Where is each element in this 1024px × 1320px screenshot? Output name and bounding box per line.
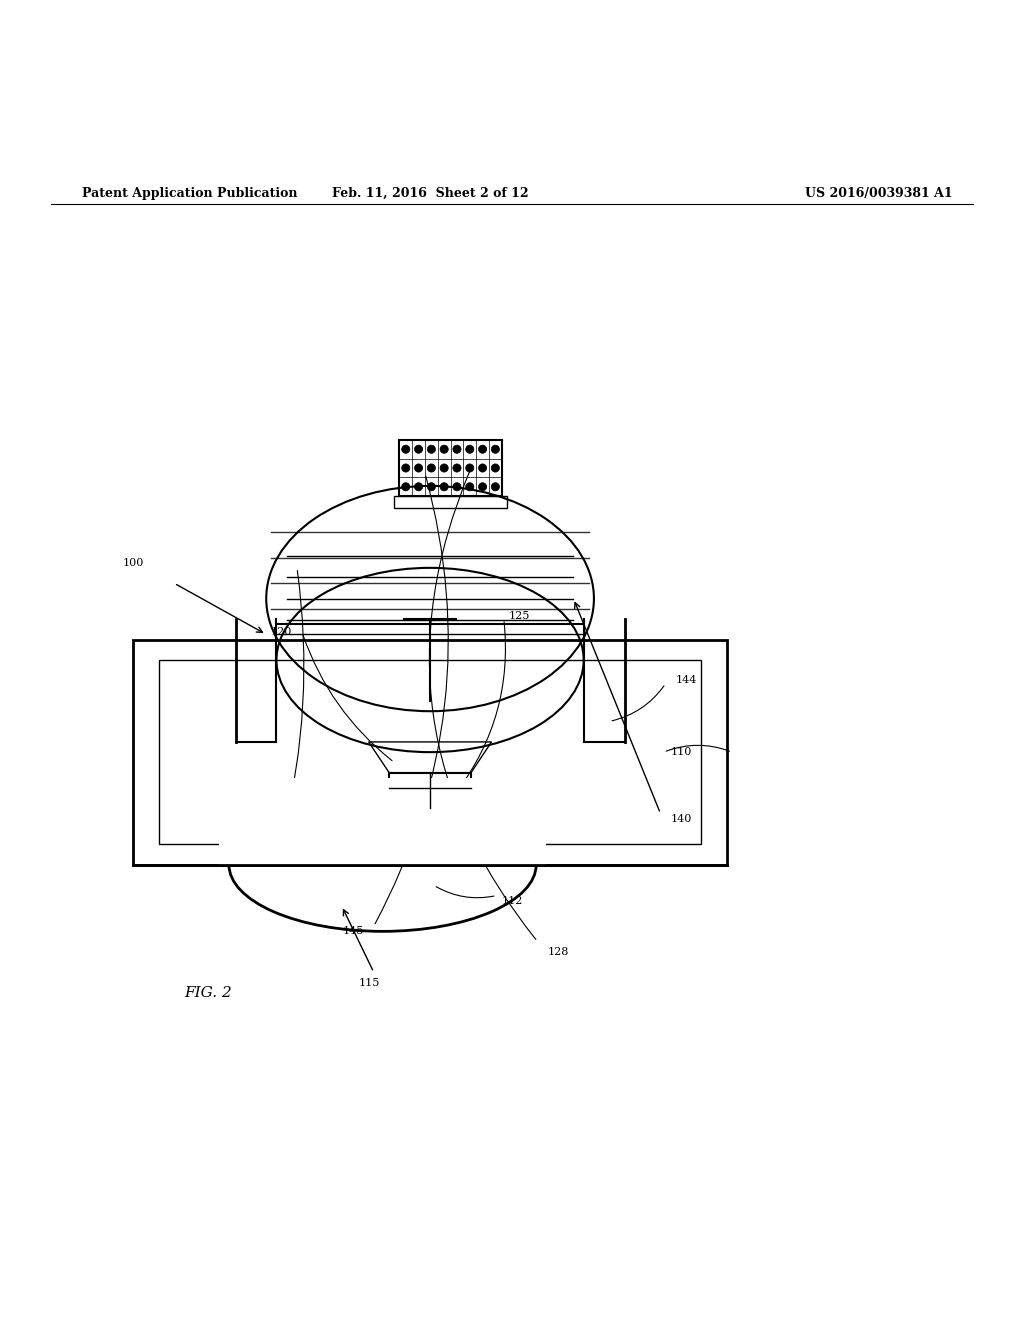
Bar bbox=[399, 440, 502, 496]
Text: 100: 100 bbox=[123, 558, 143, 568]
Circle shape bbox=[427, 483, 435, 491]
Circle shape bbox=[415, 463, 423, 473]
Text: 128: 128 bbox=[548, 946, 569, 957]
Circle shape bbox=[440, 463, 449, 473]
Circle shape bbox=[401, 483, 410, 491]
Text: 110: 110 bbox=[671, 747, 692, 758]
Circle shape bbox=[453, 445, 461, 453]
Circle shape bbox=[453, 483, 461, 491]
Circle shape bbox=[466, 445, 474, 453]
Text: 115: 115 bbox=[358, 978, 380, 987]
Circle shape bbox=[401, 445, 410, 453]
Bar bbox=[394, 496, 507, 508]
Bar bbox=[159, 660, 701, 845]
Bar bbox=[387, 808, 473, 818]
Bar bbox=[133, 639, 727, 865]
Text: Patent Application Publication: Patent Application Publication bbox=[82, 187, 297, 199]
Text: 112: 112 bbox=[502, 896, 523, 906]
Text: 140: 140 bbox=[671, 813, 692, 824]
Text: 145: 145 bbox=[342, 927, 364, 936]
Text: 125: 125 bbox=[509, 611, 530, 620]
Text: FIG. 2: FIG. 2 bbox=[184, 986, 232, 999]
Bar bbox=[389, 772, 471, 808]
Circle shape bbox=[492, 463, 500, 473]
Circle shape bbox=[453, 463, 461, 473]
Text: 142: 142 bbox=[245, 845, 266, 854]
Circle shape bbox=[478, 445, 486, 453]
Circle shape bbox=[401, 463, 410, 473]
Circle shape bbox=[466, 483, 474, 491]
Circle shape bbox=[415, 483, 423, 491]
Text: 144: 144 bbox=[676, 676, 697, 685]
Bar bbox=[219, 777, 547, 865]
Circle shape bbox=[478, 463, 486, 473]
Text: Feb. 11, 2016  Sheet 2 of 12: Feb. 11, 2016 Sheet 2 of 12 bbox=[332, 187, 528, 199]
Circle shape bbox=[427, 463, 435, 473]
Circle shape bbox=[478, 483, 486, 491]
Text: US 2016/0039381 A1: US 2016/0039381 A1 bbox=[805, 187, 952, 199]
Circle shape bbox=[427, 445, 435, 453]
Circle shape bbox=[466, 463, 474, 473]
Text: 120: 120 bbox=[270, 627, 292, 638]
Circle shape bbox=[492, 445, 500, 453]
Circle shape bbox=[440, 483, 449, 491]
Circle shape bbox=[440, 445, 449, 453]
Circle shape bbox=[415, 445, 423, 453]
Circle shape bbox=[492, 483, 500, 491]
